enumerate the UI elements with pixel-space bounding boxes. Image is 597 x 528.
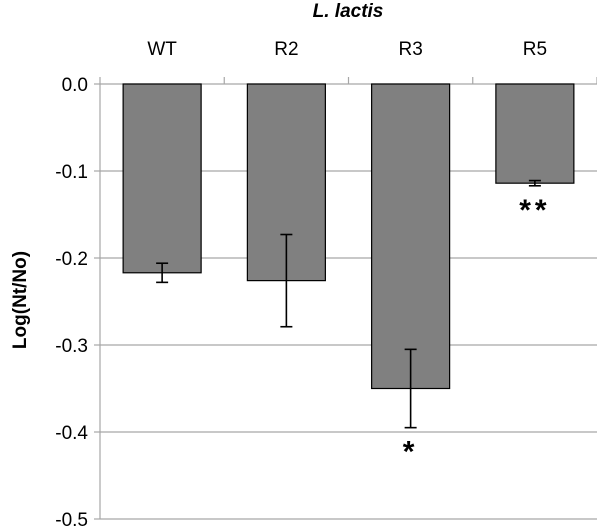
y-tick-label: -0.2: [55, 249, 88, 270]
y-tick-label: -0.3: [55, 336, 88, 357]
y-tick-label: 0.0: [62, 75, 88, 96]
axes: [94, 77, 597, 520]
y-tick-labels: 0.0 -0.1 -0.2 -0.3 -0.4 -0.5: [55, 75, 88, 528]
error-bars: [156, 179, 541, 429]
y-tick-label: -0.4: [55, 423, 88, 444]
x-tick-label: R2: [274, 39, 298, 60]
bars: [122, 83, 575, 390]
x-tick-label: R5: [523, 39, 547, 60]
error-bar-wt: [156, 262, 169, 284]
bar-r5: [495, 83, 575, 184]
significance-annotations: ***: [403, 194, 550, 469]
y-tick-label: -0.1: [55, 162, 88, 183]
error-bar-r3: [404, 348, 417, 429]
y-axis-label: Log(Nt/No): [10, 251, 31, 349]
chart-title: L. lactis: [313, 1, 384, 22]
bar-r3: [371, 83, 451, 390]
x-tick-label: WT: [147, 39, 177, 60]
bar-wt: [122, 83, 202, 274]
x-tick-labels: WT R2 R3 R5: [147, 39, 547, 60]
error-bar-r2: [280, 233, 293, 328]
error-bar-r5: [528, 179, 541, 187]
x-tick-label: R3: [398, 39, 422, 60]
significance-marker: *: [403, 436, 419, 469]
significance-marker: **: [519, 194, 550, 227]
y-tick-label: -0.5: [55, 510, 88, 528]
